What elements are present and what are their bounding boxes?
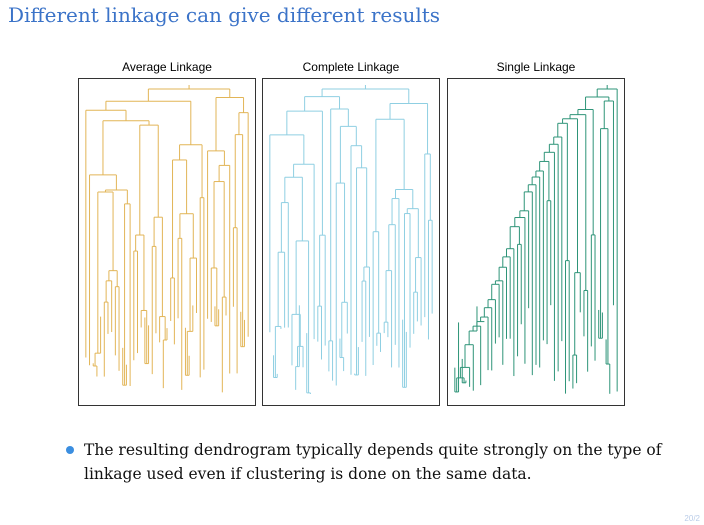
average-dendrogram-svg xyxy=(85,85,249,393)
complete-linkage-dendrogram xyxy=(262,78,440,406)
single-dendrogram-svg xyxy=(454,85,618,394)
page-number: 20/2 xyxy=(684,514,700,523)
complete-linkage-label: Complete Linkage xyxy=(302,60,400,74)
bullet-point: The resulting dendrogram typically depen… xyxy=(66,438,666,486)
bullet-icon xyxy=(66,446,74,454)
single-linkage-label: Single Linkage xyxy=(496,60,576,74)
average-linkage-label: Average Linkage xyxy=(122,60,212,74)
bullet-text: The resulting dendrogram typically depen… xyxy=(84,441,662,483)
complete-dendrogram-svg xyxy=(269,85,433,395)
average-linkage-dendrogram xyxy=(78,78,256,406)
slide-title: Different linkage can give different res… xyxy=(8,3,441,27)
single-linkage-dendrogram xyxy=(447,78,625,406)
